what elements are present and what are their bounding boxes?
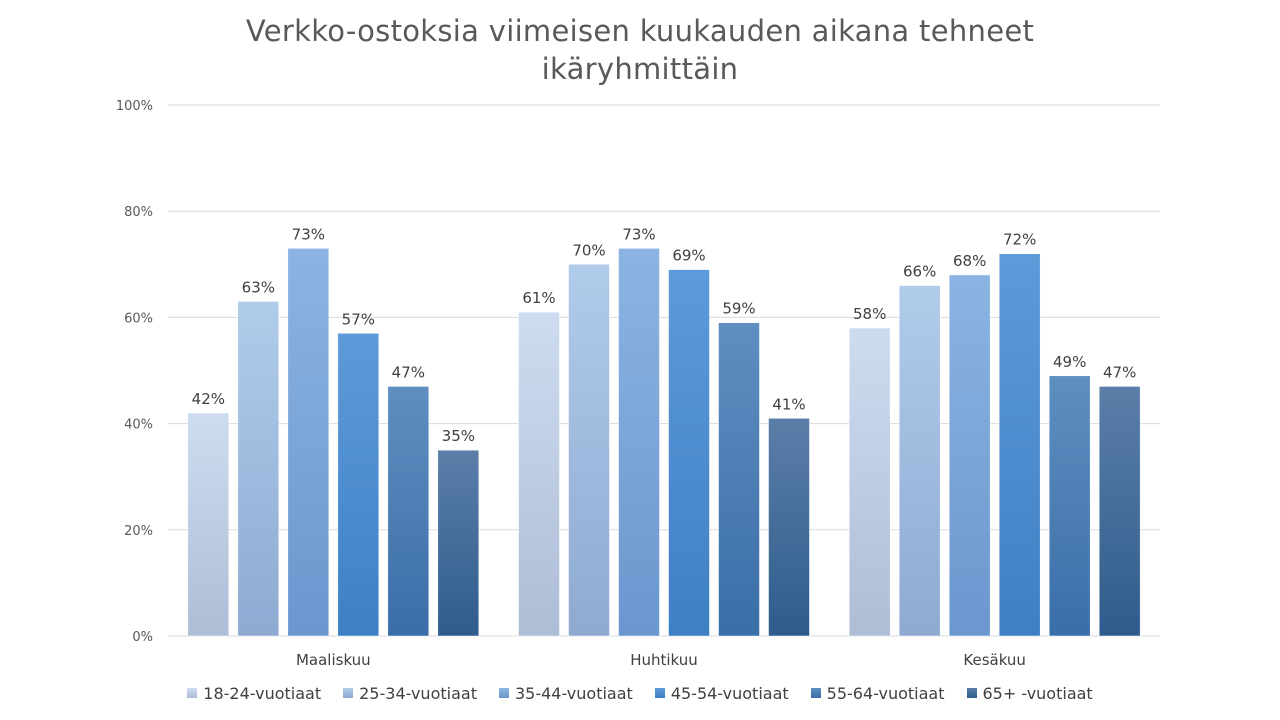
legend-label: 55-64-vuotiaat: [826, 683, 945, 703]
y-tick-label: 80%: [124, 205, 153, 220]
legend-swatch: [498, 688, 509, 698]
bar: [998, 253, 1041, 637]
legend: 18-24-vuotiaat 25-34-vuotiaat 35-44-vuotia…: [0, 681, 1280, 705]
legend-swatch: [810, 688, 821, 698]
bar: [618, 248, 660, 637]
bar: [898, 285, 941, 637]
bar: [948, 274, 991, 637]
legend-label: 25-34-vuotiaat: [359, 683, 477, 703]
legend-label: 18-24-vuotiaat: [203, 683, 322, 703]
data-label: 72%: [1003, 231, 1036, 249]
data-label: 59%: [722, 300, 755, 318]
legend-swatch: [654, 688, 665, 698]
data-label: 57%: [342, 310, 375, 328]
legend-item: 55-64-vuotiaat: [810, 681, 945, 705]
bar: [568, 264, 610, 637]
legend-label: 45-54-vuotiaat: [670, 683, 789, 703]
y-tick-label: 40%: [124, 418, 153, 433]
legend-label: 35-44-vuotiaat: [514, 683, 633, 703]
legend-item: 65+ -vuotiaat: [966, 681, 1093, 705]
legend-swatch: [966, 688, 977, 698]
bar: [848, 327, 891, 637]
legend-item: 35-44-vuotiaat: [498, 681, 633, 705]
legend-swatch: [343, 688, 354, 698]
bar: [518, 311, 560, 637]
legend-item: 45-54-vuotiaat: [654, 681, 789, 705]
data-label: 35%: [442, 427, 475, 445]
bar: [337, 333, 380, 637]
legend-label: 65+ -vuotiaat: [982, 683, 1093, 703]
legend-item: 18-24-vuotiaat: [187, 681, 321, 705]
data-label: 63%: [242, 278, 275, 296]
y-tick-label: 0%: [132, 630, 153, 645]
data-label: 69%: [672, 247, 705, 265]
y-tick-label: 20%: [124, 524, 153, 539]
x-tick-label: Maaliskuu: [296, 651, 371, 669]
data-label: 47%: [392, 363, 425, 381]
data-label: 47%: [1103, 363, 1136, 381]
data-label: 70%: [572, 241, 605, 259]
bar: [387, 386, 430, 637]
data-label: 41%: [772, 395, 805, 413]
data-label: 49%: [1053, 353, 1086, 371]
bar: [287, 248, 330, 637]
bar: [237, 301, 280, 637]
bar: [437, 449, 480, 637]
y-tick-label: 60%: [124, 311, 153, 326]
data-label: 66%: [903, 263, 936, 281]
bar: [1098, 386, 1141, 637]
chart-title-line2: ikäryhmittäin: [541, 52, 739, 86]
data-label: 68%: [953, 252, 986, 270]
bar: [668, 269, 710, 637]
data-label: 73%: [292, 225, 325, 243]
legend-item: 25-34-vuotiaat: [343, 681, 477, 705]
bar: [1048, 375, 1091, 637]
chart-title-line1: Verkko-ostoksia viimeisen kuukauden aika…: [245, 14, 1035, 48]
x-tick-label: Kesäkuu: [963, 651, 1026, 669]
data-label: 73%: [622, 225, 655, 243]
bar: [768, 418, 810, 637]
data-label: 58%: [853, 305, 886, 323]
data-label: 61%: [522, 289, 555, 307]
x-tick-label: Huhtikuu: [630, 651, 698, 669]
legend-swatch: [187, 688, 198, 698]
data-label: 42%: [192, 390, 225, 408]
bar: [718, 322, 760, 637]
y-tick-label: 100%: [116, 99, 153, 114]
bar: [187, 412, 230, 637]
